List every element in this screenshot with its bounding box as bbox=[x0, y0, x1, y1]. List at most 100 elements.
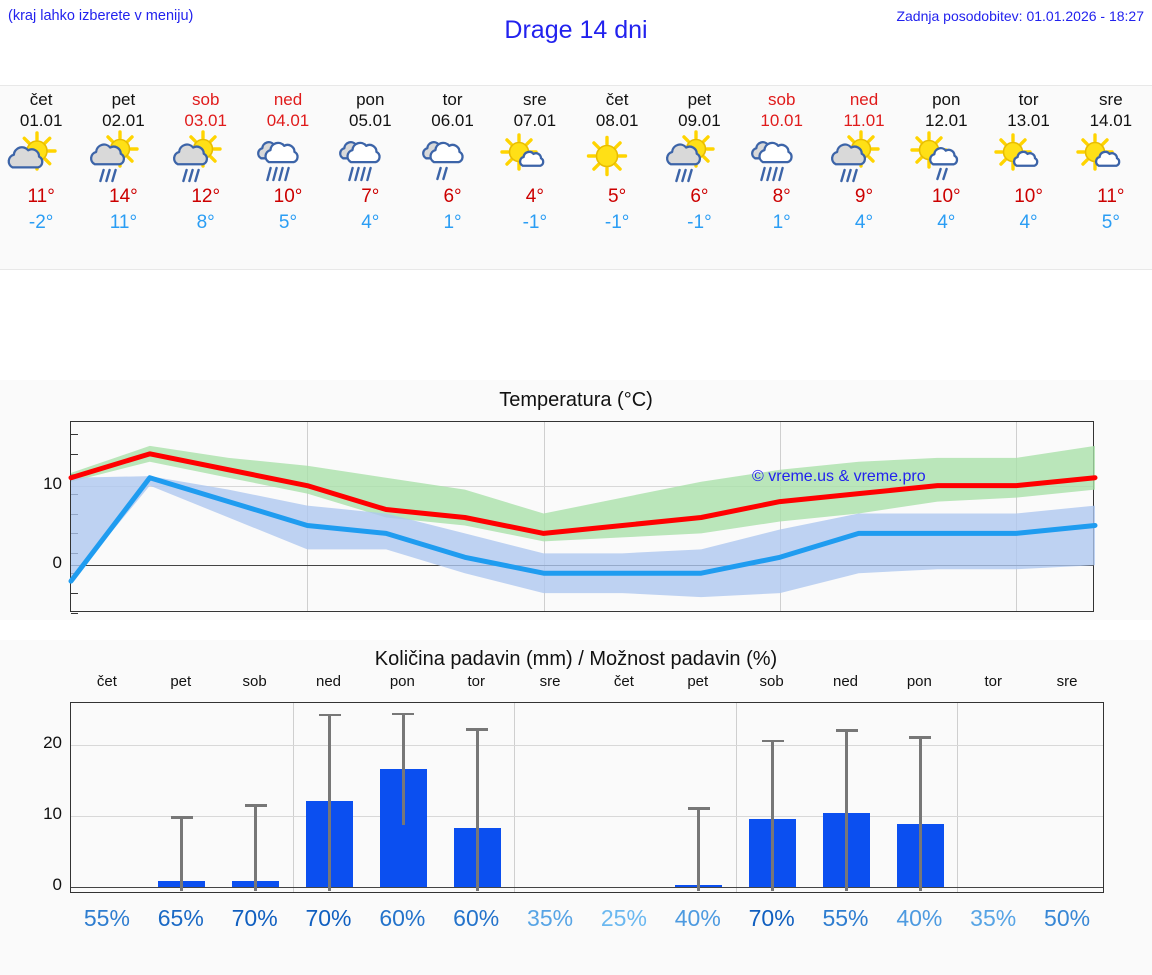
day-date: 01.01 bbox=[19, 111, 63, 130]
precipitation-probability-label: 70% bbox=[305, 905, 352, 931]
last-updated-text: Zadnja posodobitev: 01.01.2026 - 18:27 bbox=[896, 8, 1144, 24]
day-max-temp: 6° bbox=[443, 186, 462, 207]
day-max-temp: 4° bbox=[525, 186, 544, 207]
day-name: sre bbox=[1099, 90, 1123, 109]
day-date: 08.01 bbox=[595, 111, 639, 130]
day-min-temp: 1° bbox=[772, 212, 791, 233]
temperature-plot-area bbox=[68, 421, 1098, 614]
day-name: ned bbox=[273, 90, 303, 109]
day-forecast-cell[interactable]: ned 11.01 9° 4° bbox=[825, 86, 903, 235]
precipitation-probability-label: 65% bbox=[157, 905, 204, 931]
sun-icon bbox=[578, 132, 656, 184]
page-header: (kraj lahko izberete v meniju) Drage 14 … bbox=[0, 0, 1152, 62]
day-max-temp: 10° bbox=[931, 186, 961, 207]
day-forecast-cell[interactable]: pet 09.01 6° -1° bbox=[660, 86, 738, 235]
day-forecast-cell[interactable]: sob 10.01 8° 1° bbox=[743, 86, 821, 235]
temperature-uncertainty-band bbox=[71, 476, 1095, 598]
precipitation-error-bar bbox=[402, 712, 405, 825]
day-max-temp: 8° bbox=[772, 186, 791, 207]
day-date: 03.01 bbox=[184, 111, 227, 130]
day-min-temp: -1° bbox=[522, 212, 548, 233]
day-name: pet bbox=[111, 90, 136, 109]
precipitation-probability-label: 35% bbox=[970, 905, 1017, 931]
precipitation-probability-label: 55% bbox=[83, 905, 130, 931]
sun-smallcloud-icon bbox=[496, 132, 574, 184]
day-max-temp: 5° bbox=[608, 186, 627, 207]
horizontal-gridline bbox=[71, 886, 1103, 888]
cloud-rain-icon bbox=[331, 132, 409, 184]
precipitation-error-cap bbox=[909, 736, 932, 739]
day-max-temp: 14° bbox=[109, 186, 138, 207]
day-name: pon bbox=[932, 90, 961, 109]
y-axis-tick-label: 10 bbox=[43, 804, 62, 824]
precipitation-probability-label: 25% bbox=[600, 905, 647, 931]
day-forecast-cell[interactable]: čet 01.01 11° -2° bbox=[2, 86, 80, 235]
x-axis-day-label: čet bbox=[613, 673, 634, 690]
day-min-temp: 1° bbox=[443, 212, 462, 233]
day-name: sre bbox=[523, 90, 547, 109]
vertical-gridline bbox=[735, 703, 737, 892]
axis-tick-mark bbox=[71, 453, 78, 455]
day-name: sob bbox=[191, 90, 220, 109]
day-forecast-cell[interactable]: pon 12.01 10° 4° bbox=[907, 86, 985, 235]
precipitation-error-cap bbox=[318, 713, 341, 717]
day-max-temp: 10° bbox=[273, 186, 303, 207]
day-date: 11.01 bbox=[843, 111, 885, 130]
sun-smallcloud-icon bbox=[990, 132, 1068, 184]
precipitation-chart-panel: Količina padavin (mm) / Možnost padavin … bbox=[0, 640, 1152, 975]
sun-cloud-rain-light-icon bbox=[907, 131, 985, 184]
sun-smallcloud-icon bbox=[1072, 132, 1150, 184]
precipitation-probability-label: 55% bbox=[822, 905, 869, 931]
day-date: 06.01 bbox=[431, 111, 474, 130]
daily-forecast-strip: čet 01.01 11° -2° pet 02.01 14° 11° sob 03.01 12° 8… bbox=[0, 85, 1152, 270]
precipitation-probability-label: 70% bbox=[748, 905, 795, 931]
precipitation-probability-label: 35% bbox=[527, 905, 574, 931]
day-date: 12.01 bbox=[925, 111, 968, 130]
vertical-gridline bbox=[292, 703, 294, 892]
day-forecast-cell[interactable]: ned 04.01 10° 5° bbox=[249, 86, 327, 235]
day-date: 13.01 bbox=[1007, 111, 1050, 130]
day-forecast-cell[interactable]: sre 14.01 11° 5° bbox=[1072, 86, 1150, 235]
day-name: pon bbox=[356, 90, 385, 109]
day-forecast-cell[interactable]: tor 06.01 6° 1° bbox=[414, 86, 492, 235]
menu-hint-text: (kraj lahko izberete v meniju) bbox=[8, 8, 194, 24]
day-name: tor bbox=[1018, 90, 1039, 109]
day-name: tor bbox=[442, 90, 463, 109]
precipitation-plot-area bbox=[70, 702, 1104, 893]
x-axis-day-label: sre bbox=[539, 673, 561, 690]
page-title: Drage 14 dni bbox=[504, 16, 648, 44]
day-max-temp: 11° bbox=[1097, 186, 1125, 207]
y-axis-tick-label: 0 bbox=[52, 874, 62, 894]
day-forecast-cell[interactable]: sob 03.01 12° 8° bbox=[167, 86, 245, 235]
precipitation-error-bar bbox=[845, 729, 848, 892]
day-name: pet bbox=[687, 90, 712, 109]
day-date: 04.01 bbox=[266, 111, 310, 130]
day-forecast-cell[interactable]: sre 07.01 4° -1° bbox=[496, 86, 574, 235]
day-min-temp: 5° bbox=[1101, 212, 1120, 233]
day-date: 07.01 bbox=[513, 111, 557, 130]
day-min-temp: 4° bbox=[937, 212, 956, 233]
day-max-temp: 9° bbox=[854, 186, 874, 207]
temperature-uncertainty-band bbox=[71, 445, 1095, 542]
day-max-temp: 12° bbox=[191, 186, 221, 207]
day-forecast-cell[interactable]: tor 13.01 10° 4° bbox=[990, 86, 1068, 235]
cloud-rain-icon bbox=[249, 132, 327, 184]
precipitation-error-cap bbox=[244, 804, 267, 807]
day-forecast-cell[interactable]: pon 05.01 7° 4° bbox=[331, 86, 409, 235]
x-axis-day-label: sob bbox=[242, 673, 267, 690]
x-axis-day-label: pet bbox=[687, 673, 709, 690]
precipitation-chart-title: Količina padavin (mm) / Možnost padavin … bbox=[374, 648, 778, 670]
x-axis-day-label: tor bbox=[467, 673, 485, 690]
x-axis-day-label: pon bbox=[906, 673, 932, 690]
day-forecast-cell[interactable]: čet 08.01 5° -1° bbox=[578, 86, 656, 235]
horizontal-gridline bbox=[71, 485, 1093, 487]
day-min-temp: 4° bbox=[1019, 212, 1038, 233]
day-date: 05.01 bbox=[349, 111, 392, 130]
day-forecast-cell[interactable]: pet 02.01 14° 11° bbox=[84, 86, 162, 235]
precipitation-error-cap bbox=[466, 728, 489, 732]
horizontal-gridline bbox=[71, 745, 1103, 747]
day-min-temp: 8° bbox=[196, 212, 215, 233]
vertical-gridline bbox=[957, 703, 959, 892]
precipitation-probability-label: 70% bbox=[231, 905, 278, 931]
axis-tick-mark bbox=[71, 613, 78, 614]
